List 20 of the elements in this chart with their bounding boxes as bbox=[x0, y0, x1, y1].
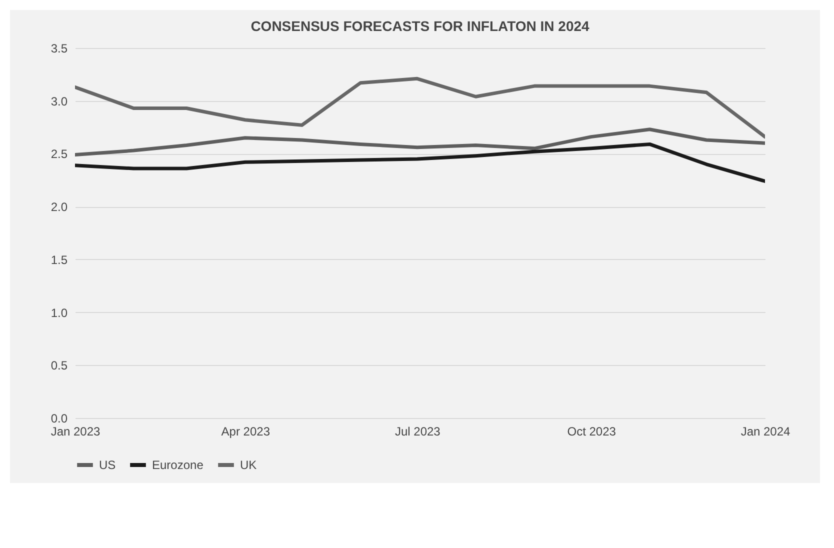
y-tick-label: 2.5 bbox=[50, 147, 68, 162]
x-tick-label: Apr 2023 bbox=[221, 424, 270, 438]
line-series bbox=[75, 142, 765, 183]
chart-title: CONSENSUS FORECASTS FOR INFLATON IN 2024 bbox=[250, 18, 590, 34]
y-tick-label: 1.0 bbox=[50, 306, 68, 320]
y-tick-label: 3.5 bbox=[50, 42, 68, 56]
y-tick-label: 0.0 bbox=[50, 412, 68, 426]
line-series bbox=[75, 128, 765, 157]
legend-label: Eurozone bbox=[152, 458, 204, 472]
line-series bbox=[75, 76, 765, 139]
y-tick-label: 1.5 bbox=[50, 252, 68, 267]
x-tick-label: Jan 2024 bbox=[740, 424, 791, 438]
legend-label: US bbox=[99, 458, 116, 472]
y-tick-label: 3.0 bbox=[50, 94, 68, 108]
x-tick-label: Jan 2023 bbox=[50, 424, 101, 438]
legend-label: UK bbox=[240, 458, 257, 472]
y-tick-label: 2.0 bbox=[50, 200, 68, 214]
x-tick-label: Jul 2023 bbox=[394, 424, 441, 438]
x-tick-label: Oct 2023 bbox=[567, 424, 616, 438]
y-tick-label: 0.5 bbox=[50, 358, 68, 373]
